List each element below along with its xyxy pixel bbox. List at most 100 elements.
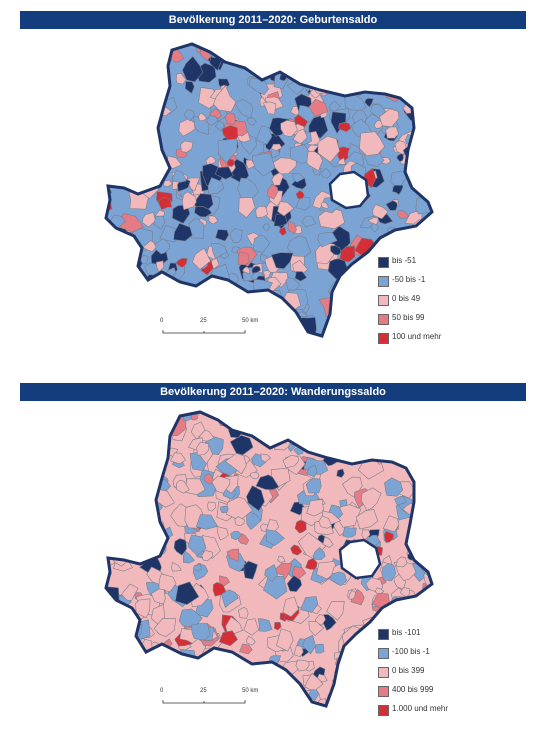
municipality-region [334,54,342,64]
municipality-region [255,474,280,490]
map-title: Bevölkerung 2011–2020: Geburtensaldo [20,11,526,29]
municipality-region [414,320,425,333]
municipality-region [292,172,305,183]
municipality-region [298,704,310,706]
municipality-region [216,525,229,541]
municipality-region [138,57,159,75]
municipality-region [246,510,262,531]
municipality-region [424,97,432,109]
municipality-region [175,72,187,85]
municipality-region [278,227,287,236]
municipality-region [262,223,270,231]
municipality-region [188,217,205,239]
municipality-region [129,64,146,80]
municipality-region [265,529,285,546]
municipality-region [107,652,117,663]
municipality-region [311,412,328,427]
municipality-region [330,245,342,256]
municipality-region [416,514,429,529]
municipality-region [251,152,276,177]
municipality-region [394,495,407,506]
municipality-region [139,453,156,473]
municipality-region [326,601,345,621]
municipality-region [109,81,128,98]
municipality-region [106,166,107,176]
municipality-region [163,294,185,314]
municipality-region [424,143,432,152]
municipality-region [286,575,303,593]
municipality-region [198,112,208,122]
municipality-region [377,44,400,65]
municipality-region [182,55,204,83]
choropleth-map [104,42,434,338]
municipality-region [342,526,357,538]
municipality-region [163,179,173,188]
municipality-region [362,75,376,88]
municipality-region [429,616,432,635]
municipality-region [342,423,359,438]
municipality-region [302,634,316,655]
municipality-region [357,60,371,74]
municipality-region [305,477,322,494]
municipality-region [116,685,139,706]
municipality-region [317,135,341,163]
municipality-region [243,560,258,580]
municipality-region [291,685,301,699]
municipality-region [121,451,142,469]
municipality-region [263,575,288,600]
municipality-region [152,412,167,416]
municipality-region [401,63,430,86]
scale-line [162,330,246,334]
municipality-region [242,412,252,423]
municipality-region [117,233,130,250]
municipality-region [328,571,347,586]
municipality-region [229,435,254,456]
municipality-region [173,222,193,242]
municipality-region [420,456,432,477]
municipality-region [402,44,426,58]
municipality-region [106,667,113,677]
municipality-region [169,670,180,678]
municipality-region [133,122,152,136]
scale-label: 25 [200,688,207,694]
municipality-region [212,85,237,113]
municipality-region [294,271,308,282]
municipality-region [148,427,171,452]
municipality-region [414,44,425,51]
municipality-region [344,45,363,62]
municipality-region [127,75,141,90]
municipality-region [211,243,227,260]
municipality-region [411,99,432,117]
municipality-region [317,231,338,248]
municipality-region [123,72,134,84]
municipality-region [106,447,123,465]
municipality-region [150,158,162,169]
municipality-region [106,297,119,316]
municipality-region [121,583,139,601]
municipality-region [345,58,356,72]
municipality-region [431,194,432,207]
municipality-region [146,672,158,686]
legend-label: 50 bis 99 [392,313,425,322]
municipality-region [237,606,249,619]
municipality-region [264,564,278,582]
scale-line [162,700,246,704]
municipality-region [429,245,432,257]
municipality-region [114,44,129,55]
state-border [104,42,434,338]
municipality-region [395,412,406,418]
municipality-region [320,168,332,179]
map-title: Bevölkerung 2011–2020: Wanderungssaldo [20,383,526,401]
municipality-region [117,681,134,699]
municipality-region [311,50,322,60]
municipality-region [106,171,113,181]
municipality-region [413,72,422,81]
municipality-region [137,150,156,173]
municipality-region [199,429,215,442]
municipality-region [126,521,141,539]
municipality-region [315,241,336,264]
municipality-region [106,412,119,437]
municipality-region [385,126,399,139]
municipality-region [360,697,376,706]
legend-label: -100 bis -1 [392,647,430,656]
